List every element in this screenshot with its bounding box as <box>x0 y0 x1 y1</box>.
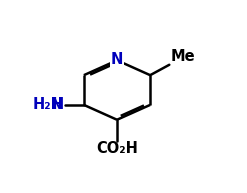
Text: Me: Me <box>170 49 195 64</box>
Text: H: H <box>52 97 64 112</box>
Text: N: N <box>111 52 123 67</box>
Text: H₂N: H₂N <box>33 97 64 112</box>
Text: CO₂H: CO₂H <box>96 141 138 156</box>
